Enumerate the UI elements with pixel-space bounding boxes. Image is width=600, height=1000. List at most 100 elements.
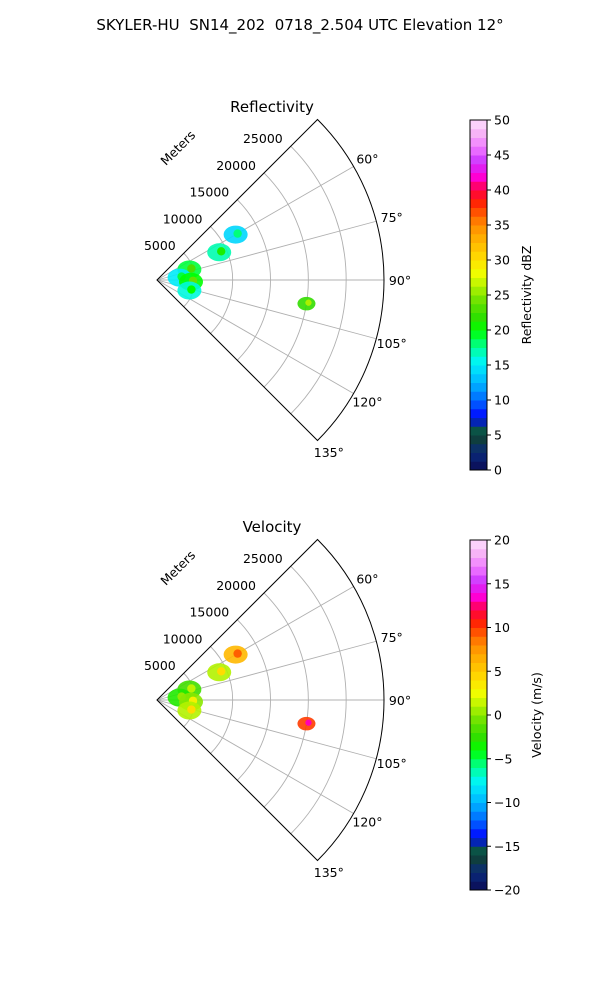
velocity-colorbar-segment — [470, 793, 487, 803]
velocity-echo-core — [217, 667, 226, 676]
reflectivity-colorbar-segment — [470, 347, 487, 357]
velocity-azimuth-tick-label: 75° — [381, 630, 403, 645]
velocity-range-tick-label: 20000 — [216, 578, 256, 593]
velocity-colorbar-segment — [470, 855, 487, 865]
velocity-colorbar-segment — [470, 540, 487, 550]
velocity-colorbar-segment — [470, 592, 487, 602]
reflectivity-colorbar-segment — [470, 268, 487, 278]
reflectivity-colorbar-segment — [470, 207, 487, 217]
velocity-range-tick-label: 25000 — [243, 551, 283, 566]
reflectivity-colorbar-segment — [470, 452, 487, 462]
reflectivity-echo-core — [305, 299, 312, 306]
reflectivity-echo-core — [187, 285, 196, 294]
reflectivity-colorbar-segment — [470, 443, 487, 453]
velocity-colorbar-segment — [470, 645, 487, 655]
velocity-echo-core — [305, 719, 312, 726]
velocity-azimuth-tick-label: 105° — [377, 756, 407, 771]
velocity-azimuth-tick-label: 120° — [352, 815, 382, 830]
reflectivity-title: Reflectivity — [230, 98, 314, 116]
reflectivity-colorbar-segment — [470, 277, 487, 287]
reflectivity-echo-core — [187, 264, 196, 273]
reflectivity-colorbar-segment — [470, 181, 487, 191]
velocity-colorbar-segment — [470, 618, 487, 628]
velocity-sector-outline — [156, 538, 385, 862]
velocity-colorbar-tick-label: 5 — [494, 664, 502, 679]
reflectivity-colorbar-segment — [470, 155, 487, 165]
velocity-colorbar-tick-label: 15 — [494, 576, 510, 591]
reflectivity-colorbar-segment — [470, 137, 487, 147]
reflectivity-range-tick-label: 15000 — [189, 185, 229, 200]
reflectivity-range-tick-label: 20000 — [216, 158, 256, 173]
reflectivity-colorbar-segment — [470, 373, 487, 383]
reflectivity-azimuth-tick-label: 105° — [377, 336, 407, 351]
velocity-colorbar-segment — [470, 610, 487, 620]
reflectivity-colorbar-segment — [470, 216, 487, 226]
velocity-echo-core — [187, 684, 196, 693]
reflectivity-colorbar-segment — [470, 461, 487, 471]
velocity-colorbar-segment — [470, 828, 487, 838]
reflectivity-colorbar-segment — [470, 233, 487, 243]
velocity-colorbar-segment — [470, 706, 487, 716]
velocity-title: Velocity — [243, 518, 302, 536]
velocity-colorbar-segment — [470, 802, 487, 812]
reflectivity-colorbar-segment — [470, 382, 487, 392]
velocity-colorbar-segment — [470, 566, 487, 576]
velocity-azimuth-tick-label: 60° — [356, 572, 378, 587]
velocity-range-tick-label: 15000 — [189, 605, 229, 620]
velocity-echo-core — [187, 705, 196, 714]
velocity-colorbar-segment — [470, 785, 487, 795]
reflectivity-colorbar-segment — [470, 338, 487, 348]
page-title: SKYLER-HU SN14_202 0718_2.504 UTC Elevat… — [96, 16, 504, 34]
velocity-azimuth-tick-label: 90° — [389, 693, 411, 708]
velocity-range-tick-label: 5000 — [144, 658, 176, 673]
reflectivity-colorbar-tick-label: 35 — [494, 218, 510, 233]
velocity-colorbar-tick-label: −15 — [494, 839, 520, 854]
velocity-colorbar-segment — [470, 653, 487, 663]
reflectivity-colorbar-segment — [470, 190, 487, 200]
velocity-colorbar-segment — [470, 575, 487, 585]
velocity-colorbar-segment — [470, 548, 487, 558]
velocity-colorbar-segment — [470, 872, 487, 882]
reflectivity-azimuth-tick-label: 90° — [389, 273, 411, 288]
velocity-colorbar-segment — [470, 776, 487, 786]
velocity-colorbar-segment — [470, 680, 487, 690]
velocity-colorbar-tick-label: −5 — [494, 751, 512, 766]
reflectivity-colorbar-segment — [470, 303, 487, 313]
reflectivity-range-tick-label: 10000 — [163, 211, 203, 226]
reflectivity-colorbar-segment — [470, 391, 487, 401]
reflectivity-echo-core — [233, 229, 242, 238]
velocity-colorbar-segment — [470, 723, 487, 733]
velocity-azimuth-tick-label: 135° — [314, 865, 344, 880]
velocity-colorbar-segment — [470, 627, 487, 637]
reflectivity-azimuth-tick-label: 60° — [356, 152, 378, 167]
velocity-colorbar-tick-label: 0 — [494, 708, 502, 723]
reflectivity-colorbar-segment — [470, 365, 487, 375]
velocity-colorbar-segment — [470, 557, 487, 567]
reflectivity-azimuth-tick-label: 120° — [352, 395, 382, 410]
velocity-colorbar-label: Velocity (m/s) — [529, 672, 544, 758]
reflectivity-colorbar-segment — [470, 330, 487, 340]
reflectivity-colorbar-segment — [470, 120, 487, 130]
velocity-colorbar-segment — [470, 820, 487, 830]
velocity-colorbar-segment — [470, 750, 487, 760]
reflectivity-range-tick-label: 5000 — [144, 238, 176, 253]
reflectivity-colorbar-tick-label: 40 — [494, 183, 510, 198]
reflectivity-colorbar-segment — [470, 128, 487, 138]
reflectivity-colorbar-tick-label: 10 — [494, 393, 510, 408]
velocity-colorbar-segment — [470, 811, 487, 821]
velocity-colorbar-segment — [470, 741, 487, 751]
velocity-colorbar-segment — [470, 767, 487, 777]
reflectivity-azimuth-tick-label: 135° — [314, 445, 344, 460]
velocity-colorbar-segment — [470, 662, 487, 672]
velocity-range-tick-label: 10000 — [163, 631, 203, 646]
reflectivity-colorbar-segment — [470, 242, 487, 252]
velocity-colorbar-tick-label: −10 — [494, 795, 520, 810]
reflectivity-colorbar-segment — [470, 312, 487, 322]
reflectivity-colorbar-segment — [470, 286, 487, 296]
reflectivity-colorbar-tick-label: 0 — [494, 463, 502, 478]
velocity-colorbar-segment — [470, 846, 487, 856]
velocity-colorbar-segment — [470, 732, 487, 742]
reflectivity-colorbar-tick-label: 30 — [494, 253, 510, 268]
reflectivity-colorbar-tick-label: 5 — [494, 428, 502, 443]
